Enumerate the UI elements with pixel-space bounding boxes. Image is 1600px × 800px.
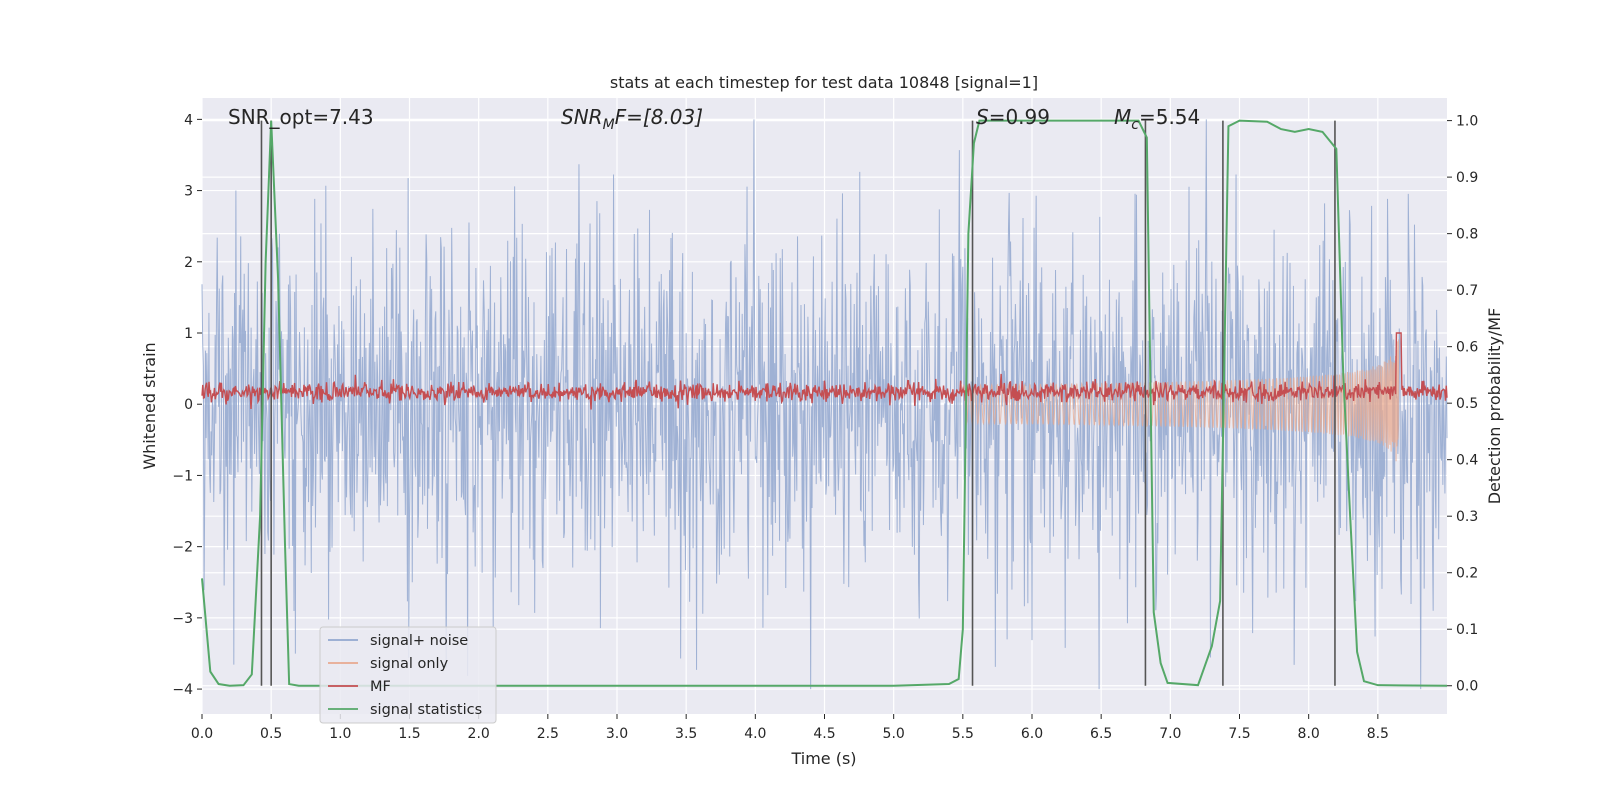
x-tick-label: 2.5: [537, 726, 559, 742]
annotation-mc: Mc=5.54: [1114, 105, 1200, 133]
right-y-tick-label: 0.0: [1456, 679, 1478, 695]
x-tick-label: 3.5: [675, 726, 697, 742]
x-tick-label: 8.5: [1367, 726, 1389, 742]
legend-box: [319, 626, 497, 724]
right-y-tick-label: 0.5: [1456, 396, 1478, 412]
x-tick-label: 2.0: [468, 726, 490, 742]
left-y-tick-label: 0: [184, 397, 193, 413]
series-signal-plus-noise: [201, 119, 1448, 690]
signal-statistics-line: [201, 119, 1448, 687]
right-y-tick-label: 0.1: [1456, 622, 1478, 638]
left-y-axis-ticks: 4 3 2 1 0 −1 −2 −3 −4: [172, 112, 202, 698]
legend-label-mf: MF: [370, 679, 391, 695]
left-y-tick-label: 1: [184, 326, 193, 342]
x-tick-label: 5.0: [883, 726, 905, 742]
left-y-tick-label: −1: [172, 468, 193, 484]
x-tick-label: 5.5: [952, 726, 974, 742]
right-y-tick-label: 0.7: [1456, 283, 1478, 299]
x-tick-label: 7.0: [1159, 726, 1181, 742]
x-tick-label: 7.5: [1228, 726, 1250, 742]
left-y-tick-label: −3: [172, 611, 193, 627]
right-y-tick-label: 0.2: [1456, 566, 1478, 582]
left-y-axis-label: Whitened strain: [140, 342, 159, 469]
x-tick-label: 8.0: [1298, 726, 1320, 742]
x-tick-label: 4.0: [744, 726, 766, 742]
vertical-markers: [260, 120, 1336, 686]
x-axis-label: Time (s): [790, 749, 856, 768]
right-y-axis-label: Detection probability/MF: [1485, 308, 1504, 505]
x-tick-label: 6.5: [1090, 726, 1112, 742]
x-tick-label: 0.5: [260, 726, 282, 742]
right-y-tick-label: 0.3: [1456, 509, 1478, 525]
x-tick-label: 3.0: [606, 726, 628, 742]
x-tick-label: 1.5: [398, 726, 420, 742]
annotation-snr-opt: SNR_opt=7.43: [228, 105, 374, 129]
signal-plus-noise-line: [201, 119, 1448, 690]
legend-label-signal-statistics: signal statistics: [370, 702, 482, 718]
left-y-tick-label: −4: [172, 682, 193, 698]
right-y-tick-label: 0.4: [1456, 453, 1478, 469]
chart-title: stats at each timestep for test data 108…: [610, 73, 1038, 92]
x-tick-label: 1.0: [329, 726, 351, 742]
annotation-snr-mf: SNRMF=[8.03]: [561, 105, 703, 133]
x-axis-ticks: 0.0 0.5 1.0 1.5 2.0 2.5 3.0 3.5 4.0 4.5 5.0 5.5 6.0 6…: [191, 714, 1389, 742]
series-mf: [201, 332, 1448, 410]
legend-label-signal-only: signal only: [370, 656, 449, 672]
mf-line: [201, 332, 1448, 410]
x-tick-label: 0.0: [191, 726, 213, 742]
left-y-tick-label: 3: [184, 184, 193, 200]
left-y-tick-label: 4: [184, 112, 193, 128]
series-signal-statistics: [201, 119, 1448, 687]
right-y-tick-label: 0.8: [1456, 227, 1478, 243]
right-y-tick-label: 1.0: [1456, 114, 1478, 130]
annotation-s: S=0.99: [976, 105, 1050, 129]
x-tick-label: 6.0: [1021, 726, 1043, 742]
left-y-tick-label: −2: [172, 540, 193, 556]
left-y-tick-label: 2: [184, 255, 193, 271]
legend-label-signal-plus-noise: signal+ noise: [370, 633, 468, 649]
right-y-tick-label: 0.9: [1456, 170, 1478, 186]
right-y-axis-ticks: 1.0 0.9 0.8 0.7 0.6 0.5 0.4 0.3 0.2 0.1 0.0: [1447, 114, 1478, 695]
legend: signal+ noise signal only MF signal stat…: [319, 626, 497, 724]
x-tick-label: 4.5: [813, 726, 835, 742]
right-y-tick-label: 0.6: [1456, 340, 1478, 356]
